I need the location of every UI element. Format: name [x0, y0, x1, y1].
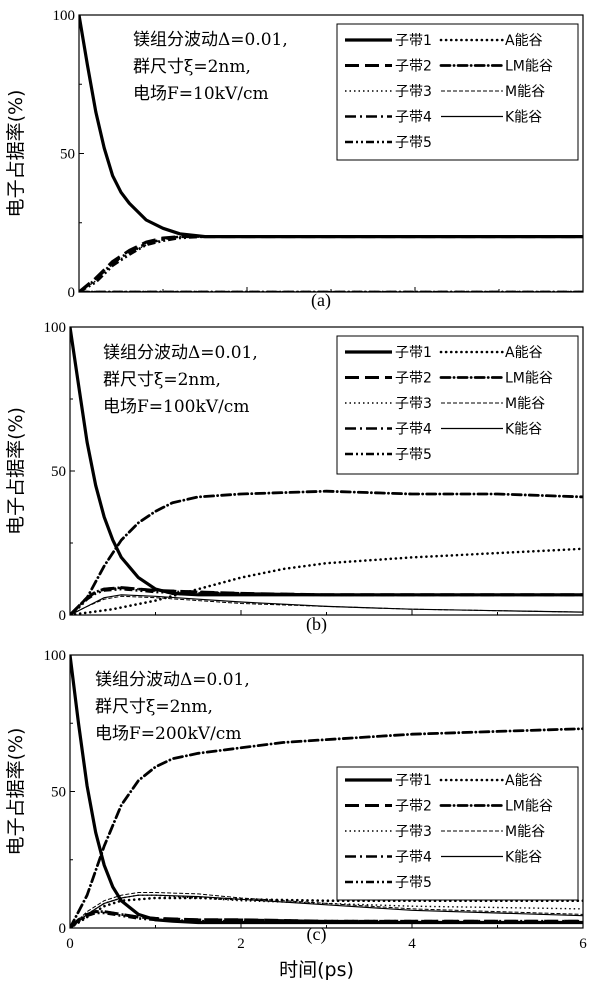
legend: 子带1 子带2 子带3 子带4 子带5 A能谷 LM能谷 M能谷 K能谷 — [336, 23, 579, 161]
parameter-annotation: 镁组分波动Δ=0.01, — [95, 670, 250, 690]
legend-entry: 子带1 — [395, 33, 432, 49]
parameter-annotation: 镁组分波动Δ=0.01, — [103, 343, 258, 363]
y-axis-label: 电子占据率(%) — [5, 728, 27, 856]
legend-entry: LM能谷 — [505, 371, 553, 387]
panel-label: (b) — [306, 614, 327, 635]
legend-entry: 子带4 — [395, 110, 432, 126]
series-line-9 — [70, 894, 583, 928]
series-line-5 — [70, 911, 583, 928]
legend-entry: LM能谷 — [505, 59, 553, 75]
series-line-4 — [79, 235, 583, 292]
series-line-3 — [70, 894, 583, 928]
legend-entry: M能谷 — [505, 396, 545, 412]
legend-entry: 子带3 — [395, 84, 432, 100]
legend-entry: 子带1 — [395, 773, 432, 789]
legend-entry: A能谷 — [505, 33, 543, 49]
series-line-8 — [70, 892, 583, 928]
x-tick-label: 4 — [408, 936, 416, 952]
plot-area — [70, 655, 583, 928]
x-tick-label: 0 — [66, 936, 74, 952]
panel-label: (c) — [307, 924, 327, 945]
legend-entry: 子带5 — [395, 135, 432, 151]
series-line-6 — [70, 896, 583, 928]
legend-entry: 子带2 — [395, 371, 432, 387]
panel-label: (a) — [311, 290, 331, 311]
plot-area — [70, 327, 583, 615]
series-line-7 — [70, 727, 583, 928]
x-tick-label: 2 — [237, 936, 245, 952]
parameter-annotation: 群尺寸ξ=2nm, — [133, 57, 251, 77]
y-axis-label: 电子占据率(%) — [5, 90, 27, 218]
y-tick-label: 50 — [60, 147, 75, 163]
legend-entry: A能谷 — [505, 345, 543, 361]
legend-entry: 子带1 — [395, 345, 432, 361]
series-line-3 — [79, 235, 583, 292]
legend-entry: A能谷 — [505, 773, 543, 789]
legend-entry: K能谷 — [505, 850, 542, 866]
legend: 子带1 子带2 子带3 子带4 子带5 A能谷 LM能谷 M能谷 K能谷 — [336, 335, 579, 475]
legend-entry: 子带3 — [395, 824, 432, 840]
y-tick-label: 50 — [51, 785, 66, 801]
legend-entry: K能谷 — [505, 422, 542, 438]
x-axis-label: 时间(ps) — [279, 959, 354, 981]
series-line-5 — [79, 235, 583, 292]
y-tick-label: 0 — [68, 285, 76, 301]
chart-panel-2: 0 50 100 电子占据率(%) (b) 镁组分波动Δ=0.01, 群尺寸ξ=2nm, 电场… — [5, 320, 584, 635]
chart-panel-1: 0 50 100 电子占据率(%) (a) 镁组分波动Δ=0.01, 群尺寸ξ=2nm, 电场… — [5, 8, 584, 311]
plot-area — [79, 15, 583, 292]
y-tick-label: 0 — [59, 921, 67, 937]
series-line-9 — [70, 594, 583, 615]
parameter-annotation: 镁组分波动Δ=0.01, — [133, 30, 288, 50]
legend-entry: 子带2 — [395, 799, 432, 815]
legend-entry: 子带2 — [395, 59, 432, 75]
y-tick-label: 100 — [44, 320, 67, 336]
parameter-annotation: 群尺寸ξ=2nm, — [103, 370, 221, 390]
y-tick-label: 50 — [51, 464, 66, 480]
series-line-2 — [79, 235, 583, 292]
parameter-annotation: 电场F=200kV/cm — [95, 724, 241, 744]
legend-entry: LM能谷 — [505, 799, 553, 815]
y-tick-label: 100 — [44, 648, 67, 664]
legend-entry: 子带4 — [395, 422, 432, 438]
legend-entry: 子带5 — [395, 875, 432, 891]
parameter-annotation: 电场F=100kV/cm — [103, 397, 249, 417]
legend-box — [336, 766, 579, 901]
legend-entry: K能谷 — [505, 110, 542, 126]
legend-entry: 子带4 — [395, 850, 432, 866]
legend: 子带1 子带2 子带3 子带4 子带5 A能谷 LM能谷 M能谷 K能谷 — [336, 766, 579, 901]
y-tick-label: 100 — [53, 8, 76, 24]
chart-panel-3: 0 50 100 0 2 4 6 电子占据率(%) (c) 时间(ps) 镁组分波动Δ=0.01, 群… — [5, 648, 587, 981]
parameter-annotation: 群尺寸ξ=2nm, — [95, 697, 213, 717]
series-line-7 — [70, 489, 583, 615]
legend-entry: 子带3 — [395, 396, 432, 412]
legend-box — [336, 335, 579, 475]
x-tick-label: 6 — [579, 936, 587, 952]
legend-entry: M能谷 — [505, 84, 545, 100]
legend-entry: 子带5 — [395, 447, 432, 463]
series-line-5 — [70, 587, 583, 615]
legend-box — [336, 23, 579, 161]
y-axis-label: 电子占据率(%) — [5, 407, 27, 535]
legend-entry: M能谷 — [505, 824, 545, 840]
y-tick-label: 0 — [59, 608, 67, 624]
parameter-annotation: 电场F=10kV/cm — [133, 84, 269, 104]
